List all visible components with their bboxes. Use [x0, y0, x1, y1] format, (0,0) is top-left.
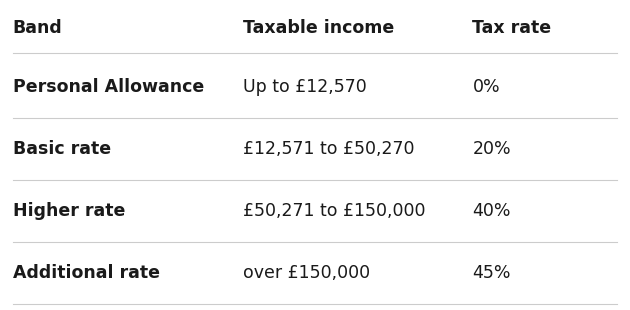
Text: Additional rate: Additional rate	[13, 264, 159, 282]
Text: Band: Band	[13, 19, 62, 37]
Text: Tax rate: Tax rate	[472, 19, 552, 37]
Text: Basic rate: Basic rate	[13, 140, 111, 158]
Text: 20%: 20%	[472, 140, 511, 158]
Text: Higher rate: Higher rate	[13, 202, 125, 220]
Text: 0%: 0%	[472, 78, 500, 96]
Text: Taxable income: Taxable income	[243, 19, 394, 37]
Text: 40%: 40%	[472, 202, 511, 220]
Text: 45%: 45%	[472, 264, 511, 282]
Text: £12,571 to £50,270: £12,571 to £50,270	[243, 140, 414, 158]
Text: over £150,000: over £150,000	[243, 264, 370, 282]
Text: £50,271 to £150,000: £50,271 to £150,000	[243, 202, 425, 220]
Text: Personal Allowance: Personal Allowance	[13, 78, 204, 96]
Text: Up to £12,570: Up to £12,570	[243, 78, 366, 96]
